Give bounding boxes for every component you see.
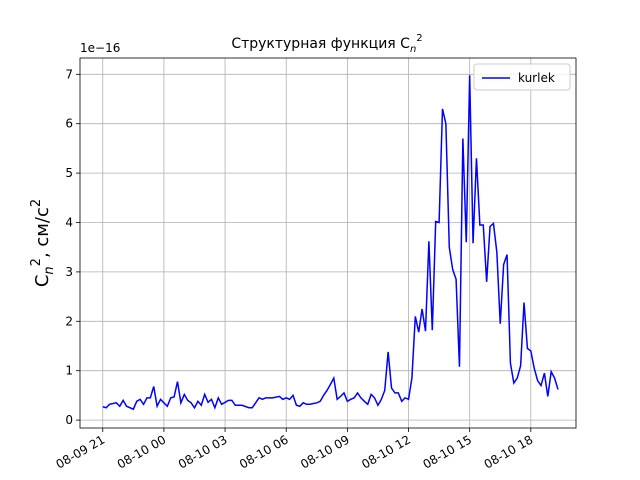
plot-frame [79, 57, 577, 429]
chart-title: Структурная функция Cn2 [231, 33, 422, 55]
x-tick-label: 08-10 18 [482, 432, 536, 471]
y-tick-label: 7 [65, 67, 73, 81]
x-tick-label: 08-10 09 [298, 432, 352, 471]
offset-text: 1e−16 [80, 41, 120, 55]
x-tick-label: 08-10 03 [176, 432, 230, 471]
legend-label: kurlek [518, 71, 555, 85]
y-tick-label: 3 [65, 265, 73, 279]
x-tick-label: 08-10 06 [237, 432, 291, 471]
y-label-sub: n [42, 266, 57, 274]
y-tick-label: 4 [65, 215, 73, 229]
x-tick-label: 08-10 15 [420, 432, 474, 471]
title-sup: 2 [416, 33, 422, 44]
y-tick-label: 1 [65, 364, 73, 378]
y-tick-label: 5 [65, 166, 73, 180]
y-tick-label: 6 [65, 117, 73, 131]
legend-box [473, 63, 571, 91]
y-axis-label: Cn2, см/с2 [29, 199, 57, 287]
title-sub: n [410, 44, 416, 55]
legend: kurlek [473, 63, 571, 91]
y-label-text: , см/с [32, 207, 53, 258]
y-label-text: C [32, 275, 53, 288]
y-label-sup: 2 [29, 199, 44, 207]
data-line [102, 75, 559, 411]
x-tick-label: 08-10 00 [115, 432, 169, 471]
x-tick-label: 08-10 12 [359, 432, 413, 471]
y-tick-label: 2 [65, 314, 73, 328]
y-tick-label: 0 [65, 413, 73, 427]
x-tick-label: 08-09 21 [54, 432, 108, 471]
y-label-sup: 2 [29, 258, 44, 266]
title-text: Структурная функция C [231, 36, 410, 52]
